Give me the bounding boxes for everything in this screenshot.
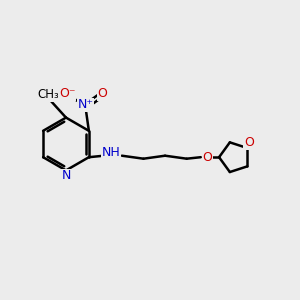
Text: N: N: [61, 169, 71, 182]
Text: O: O: [244, 136, 254, 149]
Text: NH: NH: [102, 146, 121, 159]
Text: O: O: [98, 87, 107, 100]
Text: CH₃: CH₃: [37, 88, 59, 101]
Text: N⁺: N⁺: [78, 98, 94, 111]
Text: O: O: [202, 151, 212, 164]
Text: O⁻: O⁻: [59, 87, 76, 100]
